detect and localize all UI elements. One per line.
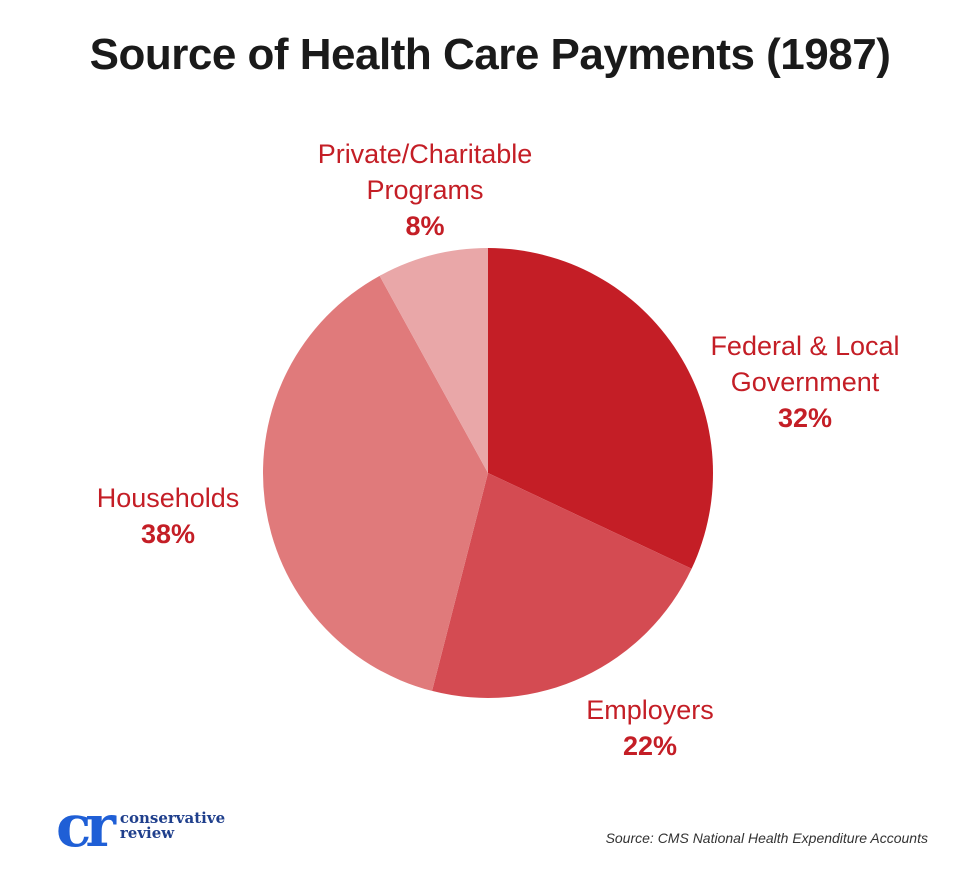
source-note: Source: CMS National Health Expenditure … [605,830,928,846]
slice-percent: 8% [405,211,445,241]
slice-percent: 38% [140,519,196,549]
pie-slice-federal-local-government [488,248,713,569]
logo-text: conservative review [120,811,225,841]
pie-slice-households [263,275,488,691]
pie-slices [263,248,713,698]
logo-mark: cr [56,792,116,860]
slice-label-private-charitable-programs: Private/Charitable Programs 8% [290,136,560,244]
slice-name: Employers [586,695,714,725]
slice-label-households: Households 38% [78,480,258,552]
logo-line1: conservative [119,809,226,827]
slice-percent: 22% [622,731,678,761]
slice-name: Private/Charitable Programs [317,139,533,205]
slice-label-employers: Employers 22% [560,692,740,764]
pie-slice-private-charitable-programs [379,248,488,473]
slice-name: Federal & Local Government [710,331,900,397]
pie-slice-employers [432,473,692,698]
slice-name: Households [96,483,240,513]
slice-label-federal-local-government: Federal & Local Government 32% [690,328,920,436]
conservative-review-logo: cr conservative review [56,792,225,860]
logo-line2: review [119,824,175,842]
slice-percent: 32% [777,403,833,433]
chart-title: Source of Health Care Payments (1987) [89,30,891,79]
